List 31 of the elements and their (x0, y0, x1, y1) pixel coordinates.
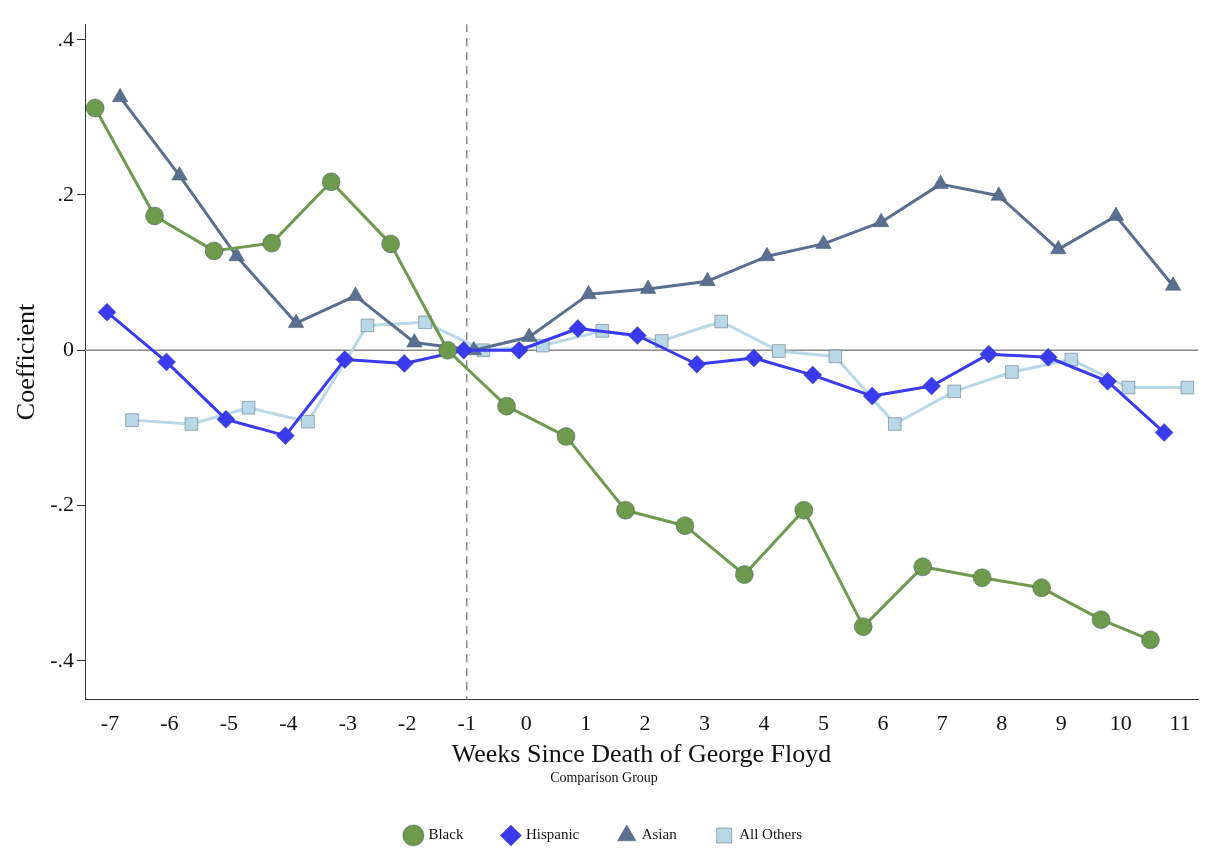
x-tick-label: 5 (817, 709, 829, 735)
legend-title: Comparison Group (550, 769, 658, 785)
y-tick-label: .2 (57, 180, 75, 206)
y-tick-label: -.2 (50, 491, 75, 517)
y-axis-title: Coefficient (11, 302, 41, 421)
x-tick-label: 0 (520, 709, 532, 735)
x-tick-label: 2 (639, 709, 651, 735)
x-tick-label: 7 (936, 709, 948, 735)
x-tick-label: 3 (699, 709, 711, 735)
x-tick-label: -6 (160, 709, 179, 735)
y-tick-label: 0 (63, 336, 75, 362)
x-tick-label: 8 (996, 709, 1008, 735)
y-tick-label: .4 (57, 25, 75, 51)
x-tick-label: -2 (398, 709, 417, 735)
legend-label: Black (428, 826, 464, 843)
x-tick-label: -1 (457, 709, 476, 735)
x-tick-label: 1 (580, 709, 592, 735)
x-tick-label: -7 (100, 709, 120, 735)
x-axis-title: Weeks Since Death of George Floyd (451, 739, 832, 769)
legend-label: All Others (739, 826, 803, 843)
x-tick-label: 11 (1169, 709, 1191, 735)
y-tick-label: -.4 (50, 646, 75, 672)
x-tick-label: 9 (1055, 709, 1067, 735)
x-tick-label: 6 (877, 709, 889, 735)
x-tick-label: -3 (338, 709, 357, 735)
x-tick-label: -5 (219, 709, 239, 735)
legend-label: Asian (641, 826, 678, 843)
x-tick-label: 4 (758, 709, 770, 735)
x-tick-label: 10 (1109, 709, 1132, 735)
legend-label: Hispanic (525, 826, 580, 843)
x-tick-label: -4 (279, 709, 298, 735)
